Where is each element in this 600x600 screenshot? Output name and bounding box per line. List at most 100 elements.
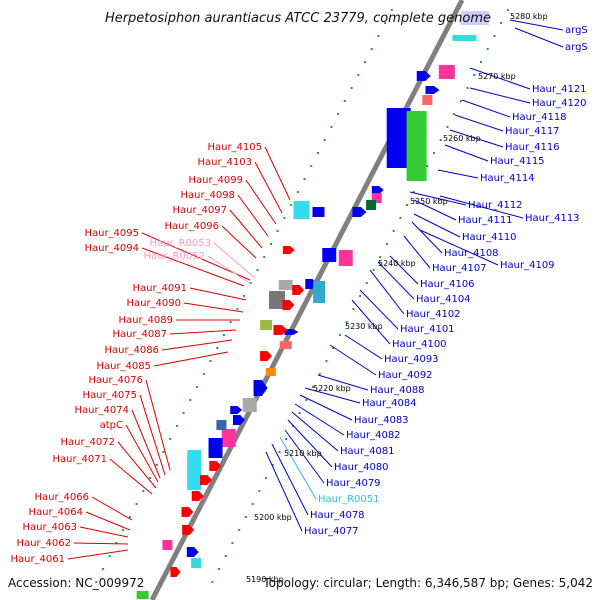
kbp-position-label: 5280 kbp: [510, 12, 548, 21]
tick-dot: [500, 22, 503, 24]
label-leader-line: [207, 255, 252, 285]
tick-dot: [399, 217, 402, 219]
gene-arrow: [282, 246, 295, 254]
label-leader-line: [245, 179, 277, 225]
label-leader-line: [189, 287, 247, 301]
tick-dot: [128, 516, 131, 518]
tick-dot: [276, 230, 279, 232]
tick-dot: [372, 269, 375, 271]
topology-text: Topology: circular; Length: 6,346,587 bp…: [262, 576, 593, 590]
tick-dot: [196, 386, 199, 388]
gene-arrow: [181, 507, 194, 517]
tick-dot: [202, 373, 205, 375]
gene-feature: [322, 248, 337, 262]
gene-feature: [260, 320, 273, 330]
tick-dot: [466, 87, 469, 89]
tick-dot: [238, 529, 241, 531]
tick-dot: [359, 295, 362, 297]
gene-label-left: atpC: [100, 420, 123, 431]
label-leader-line: [449, 129, 504, 148]
gene-label-right: Haur_4116: [505, 142, 560, 153]
tick-dot: [357, 74, 360, 76]
gene-label-right: Haur_4084: [362, 398, 417, 409]
tick-dot: [135, 503, 138, 505]
gene-feature: [278, 280, 293, 290]
tick-dot: [285, 438, 288, 440]
gene-label-right: Haur_4104: [416, 294, 471, 305]
gene-label-right: Haur_4101: [400, 324, 455, 335]
label-leader-line: [411, 221, 443, 254]
tick-dot: [426, 165, 429, 167]
gene-arrow: [284, 329, 299, 335]
gene-arrow: [425, 86, 440, 94]
tick-dot: [406, 204, 409, 206]
gene-label-right: Haur_4107: [432, 263, 487, 274]
tick-dot: [155, 464, 158, 466]
label-leader-line: [271, 443, 309, 516]
tick-dot: [229, 321, 232, 323]
gene-label-left: Haur_4098: [180, 190, 235, 201]
gene-label-right: Haur_4102: [406, 309, 461, 320]
gene-feature: [216, 420, 227, 430]
tick-dot: [312, 386, 315, 388]
label-leader-line: [153, 351, 229, 367]
label-leader-line: [139, 394, 166, 476]
tick-dot: [350, 87, 353, 89]
tick-dot: [453, 113, 456, 115]
label-leader-line: [454, 114, 504, 132]
label-leader-line: [229, 209, 263, 249]
gene-label-left: Haur_4071: [52, 454, 107, 465]
gene-label-left: Haur_4091: [132, 283, 187, 294]
tick-dot: [122, 529, 125, 531]
label-leader-line: [183, 302, 244, 313]
kbp-position-label: 5210 kbp: [284, 449, 322, 458]
gene-label-right: Haur_4080: [334, 462, 389, 473]
tick-dot: [379, 256, 382, 258]
label-leader-line: [264, 146, 291, 201]
gene-feature: [242, 398, 257, 412]
gene-arrow: [186, 547, 199, 557]
kbp-position-label: 5250 kbp: [410, 197, 448, 206]
label-leader-line: [67, 549, 129, 560]
gene-label-right: Haur_4111: [458, 215, 513, 226]
gene-arrow: [273, 325, 288, 335]
gene-arrow: [371, 186, 384, 194]
gene-feature: [136, 591, 149, 599]
label-leader-line: [329, 344, 377, 376]
gene-feature: [452, 35, 477, 41]
gene-label-left: Haur_4085: [96, 361, 151, 372]
gene-label-right: Haur_4081: [340, 446, 395, 457]
label-leader-line: [294, 403, 345, 436]
tick-dot: [439, 139, 442, 141]
label-leader-line: [85, 511, 131, 531]
tick-dot: [271, 464, 274, 466]
kbp-position-label: 5230 kbp: [345, 322, 383, 331]
gene-feature: [312, 207, 325, 217]
gene-label-right: Haur_4121: [532, 84, 587, 95]
tick-dot: [244, 516, 247, 518]
label-leader-line: [439, 195, 524, 219]
label-leader-line: [469, 87, 531, 104]
label-leader-line: [254, 161, 283, 214]
gene-label-right: Haur_4088: [370, 385, 425, 396]
tick-dot: [345, 321, 348, 323]
kbp-position-label: 5240 kbp: [378, 259, 416, 268]
gene-label-left: Haur_4094: [84, 243, 139, 254]
label-leader-line: [109, 458, 153, 495]
gene-label-right: Haur_R0051: [318, 494, 380, 505]
tick-dot: [384, 22, 387, 24]
tick-dot: [108, 555, 111, 557]
kbp-position-label: 5270 kbp: [478, 72, 516, 81]
gene-arrow: [170, 567, 181, 577]
label-leader-line: [125, 424, 159, 483]
tick-dot: [486, 48, 489, 50]
tick-dot: [473, 74, 476, 76]
label-leader-line: [141, 247, 245, 287]
gene-label-left: Haur_4103: [197, 157, 252, 168]
tick-dot: [189, 399, 192, 401]
gene-feature: [191, 558, 202, 568]
gene-label-left: Haur_4076: [88, 375, 143, 386]
tick-dot: [325, 360, 328, 362]
gene-feature: [366, 200, 377, 210]
